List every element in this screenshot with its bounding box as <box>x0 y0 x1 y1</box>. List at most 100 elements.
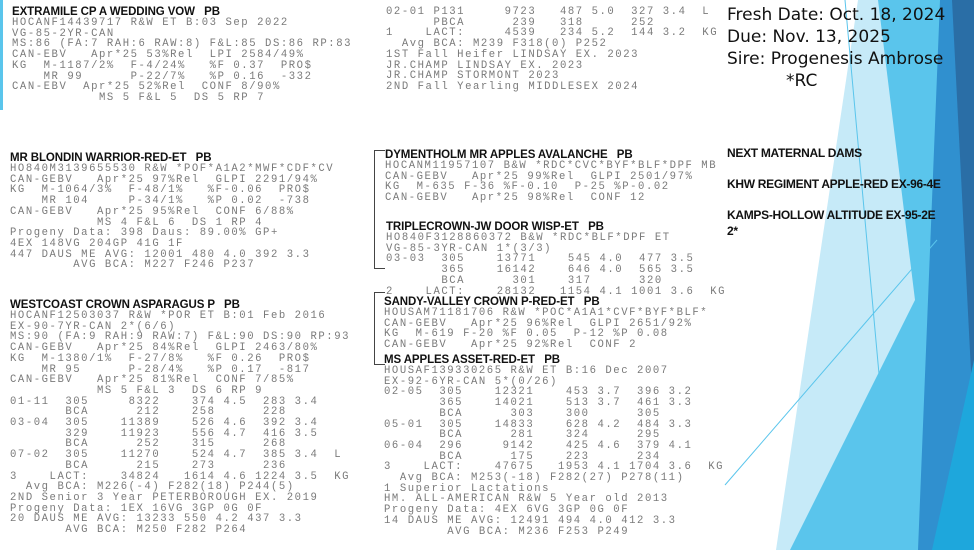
pedigree-line: VG-85-3YR-CAN 1*(3/3) <box>386 242 553 255</box>
pedigree-line: MS:90 (FA:9 RAH:9 RAW:7) F&L:90 DS:90 RP… <box>10 331 351 344</box>
pedigree-line: 1 LACT: 4539 234 5.2 144 3.2 KG <box>386 27 719 40</box>
ms-apples-block: MS APPLES ASSET-RED-ET PB HOUSAF139330265… <box>384 354 724 537</box>
pedigree-line: BCA 281 324 295 <box>384 429 661 442</box>
pedigree-line: 14 DAUS ME AVG: 12491 494 4.0 412 3.3 <box>384 514 677 527</box>
pedigree-line: 07-02 305 11270 524 4.7 385 3.4 L <box>10 449 343 462</box>
pedigree-line: HO840M3139655530 R&W *POF*A1A2*MWF*CDF*C… <box>10 163 335 175</box>
pedigree-line: 02-01 P131 9723 487 5.0 327 3.4 L <box>386 6 711 18</box>
pedigree-line: AVG BCA: M250 F282 P264 <box>10 524 248 537</box>
pedigree-line: EX-90-7YR-CAN 2*(6/6) <box>10 320 177 333</box>
pedigree-line: HOUSAF139330265 R&W ET B:16 Dec 2007 <box>384 365 669 377</box>
extramile-block: EXTRAMILE CP A WEDDING VOW PB HOCANF14439… <box>12 6 352 104</box>
next-maternal-dams-heading: NEXT MATERNAL DAMS <box>727 146 862 160</box>
pedigree-line: PBCA 239 318 252 <box>386 16 655 29</box>
fresh-date: Fresh Date: Oct. 18, 2024 <box>727 5 946 25</box>
animal-name: EXTRAMILE CP A WEDDING VOW PB <box>12 6 220 18</box>
animal-name: TRIPLECROWN-JW DOOR WISP-ET PB <box>386 221 604 233</box>
pedigree-bracket <box>374 292 385 365</box>
pedigree-line: Avg BCA: M226(-4) F282(18) P244(5) <box>10 481 295 494</box>
accent-line <box>844 0 896 550</box>
pedigree-line: CAN-GEBV Apr*25 92%Rel CONF 2 <box>384 339 638 352</box>
pedigree-line: VG-85-2YR-CAN <box>12 27 115 40</box>
pedigree-line: KG M-1187/2% F-4/24% %F 0.37 PRO$ <box>12 59 313 72</box>
pedigree-line: CAN-GEBV Apr*25 84%Rel GLPI 2463/80% <box>10 342 319 355</box>
pedigree-line: 329 11923 556 4.7 416 3.5 <box>10 427 319 440</box>
pedigree-line: 2ND Fall Yearling MIDDLESEX 2024 <box>386 80 640 93</box>
pedigree-line: 03-04 305 11389 526 4.6 392 3.4 <box>10 417 319 430</box>
maternal-dam-2-rating: 2* <box>727 224 738 238</box>
pedigree-line: 05-01 305 14833 628 4.2 484 3.3 <box>384 418 693 431</box>
westcoast-block: WESTCOAST CROWN ASPARAGUS P PB HOCANF1250… <box>10 299 350 536</box>
pedigree-line: KG M-635 F-36 %F-0.10 P-25 %P-0.02 <box>385 181 670 194</box>
pedigree-line: MR 104 P-34/1% %P 0.02 -738 <box>10 195 311 208</box>
pedigree-line: MS 5 F&L 5 DS 5 RP 7 <box>12 91 266 104</box>
pedigree-line: CAN-GEBV Apr*25 98%Rel CONF 12 <box>385 192 646 205</box>
pedigree-line: CAN-GEBV Apr*25 97%Rel GLPI 2291/94% <box>10 173 319 186</box>
pedigree-line: MS:86 (FA:7 RAH:6 RAW:8) F&L:85 DS:86 RP… <box>12 38 353 51</box>
pedigree-line: AVG BCA: M227 F246 P237 <box>10 259 256 272</box>
pedigree-line: CAN-GEBV Apr*25 95%Rel CONF 6/88% <box>10 205 295 218</box>
pedigree-line: KG M-619 F-20 %F 0.05 P-12 %P 0.08 <box>384 328 669 341</box>
pedigree-line: 3 LACT: 34824 1614 4.6 1224 3.5 KG <box>10 470 351 483</box>
pedigree-line: 4EX 148VG 204GP 41G 1F <box>10 237 184 250</box>
pedigree-line: HO840F3128860372 B&W *RDC*BLF*DPF ET <box>386 232 671 244</box>
pedigree-line: 03-03 305 13771 545 4.0 477 3.5 <box>386 253 695 266</box>
sire: Sire: Progenesis Ambrose <box>727 49 944 69</box>
pedigree-line: HOUSAM71181706 R&W *POC*A1A1*CVF*BYF*BLF… <box>384 307 709 319</box>
pedigree-line: CAN-EBV Apr*25 52%Rel CONF 8/90% <box>12 81 281 94</box>
pedigree-line: CAN-GEBV Apr*25 81%Rel CONF 7/85% <box>10 374 295 387</box>
pedigree-line: AVG BCA: M236 F253 P249 <box>384 525 630 538</box>
cyan-shape <box>932 360 974 550</box>
pedigree-line: MS 5 F&L 3 DS 6 RP 9 <box>10 384 264 397</box>
pedigree-line: Progeny Data: 4EX 6VG 3GP 0G 0F <box>384 504 630 517</box>
pedigree-line: JR.CHAMP STORMONT 2023 <box>386 70 560 83</box>
pedigree-line: HOCANM11957107 B&W *RDC*CVC*BYF*BLF*DPF … <box>385 160 718 172</box>
pedigree-line: 2ND Senior 3 Year PETERBOROUGH EX. 2019 <box>10 491 319 504</box>
pedigree-line: 2 LACT: 28132 1154 4.1 1001 3.6 KG <box>386 285 727 298</box>
pedigree-line: BCA 301 317 320 <box>386 274 663 287</box>
pedigree-line: MS 4 F&L 6 DS 1 RP 4 <box>10 216 264 229</box>
pedigree-line: HOCANF12503037 R&W *POR ET B:01 Feb 2016 <box>10 310 327 322</box>
animal-name: WESTCOAST CROWN ASPARAGUS P PB <box>10 299 240 311</box>
animal-name: SANDY-VALLEY CROWN P-RED-ET PB <box>384 296 600 308</box>
pedigree-line: Avg BCA: M253(-18) F282(27) P278(11) <box>384 472 685 485</box>
pedigree-line: KG M-1064/3% F-48/1% %F-0.06 PRO$ <box>10 184 311 197</box>
pedigree-line: HM. ALL-AMERICAN R&W 5 Year old 2013 <box>384 493 669 506</box>
pedigree-line: 06-04 296 9142 425 4.6 379 4.1 <box>384 439 693 452</box>
pedigree-line: BCA 252 315 268 <box>10 438 287 451</box>
dymentholm-block: DYMENTHOLM MR APPLES AVALANCHE PB HOCANM1… <box>385 149 717 204</box>
triplecrown-block: TRIPLECROWN-JW DOOR WISP-ET PB HO840F3128… <box>386 221 726 297</box>
pedigree-line: MR 99 P-22/7% %P 0.16 -332 <box>12 70 313 83</box>
accent-line <box>724 239 938 486</box>
pedigree-line: 365 14021 513 3.7 461 3.3 <box>384 397 693 410</box>
pedigree-line: Avg BCA: M239 F318(0) P252 <box>386 38 608 51</box>
pedigree-line: MR 95 P-28/4% %P 0.17 -817 <box>10 363 311 376</box>
pedigree-line: 447 DAUS ME AVG: 12001 480 4.0 392 3.3 <box>10 248 311 261</box>
sire-suffix: *RC <box>786 71 818 91</box>
animal-name: DYMENTHOLM MR APPLES AVALANCHE PB <box>385 149 633 161</box>
pedigree-line: Progeny Data: 1EX 16VG 3GP 0G 0F <box>10 502 264 515</box>
pedigree-line: Progeny Data: 398 Daus: 89.00% GP+ <box>10 227 279 240</box>
sandy-valley-block: SANDY-VALLEY CROWN P-RED-ET PB HOUSAM7118… <box>384 296 708 351</box>
pedigree-line: CAN-GEBV Apr*25 96%Rel GLPI 2651/92% <box>384 317 693 330</box>
pedigree-line: KG M-1380/1% F-27/8% %F 0.26 PRO$ <box>10 352 311 365</box>
left-edge-stripe <box>0 0 3 110</box>
pedigree-line: 20 DAUS ME AVG: 13233 550 4.2 437 3.3 <box>10 513 303 526</box>
extramile-records-block: 02-01 P131 9723 487 5.0 327 3.4 L PBCA 2… <box>386 7 718 93</box>
pedigree-line: BCA 175 223 234 <box>384 450 661 463</box>
navy-shape <box>952 0 974 430</box>
pedigree-line: CAN-GEBV Apr*25 99%Rel GLPI 2501/97% <box>385 170 694 183</box>
pedigree-line: CAN-EBV Apr*25 53%Rel LPI 2584/49% <box>12 49 305 62</box>
pedigree-line: EX-92-6YR-CAN 5*(0/26) <box>384 375 558 388</box>
pedigree-line: BCA 303 300 305 <box>384 407 661 420</box>
pedigree-line: 02-05 305 12321 453 3.7 396 3.2 <box>384 386 693 399</box>
maternal-dam-2: KAMPS-HOLLOW ALTITUDE EX-95-2E <box>727 208 936 222</box>
maternal-dam-1: KHW REGIMENT APPLE-RED EX-96-4E <box>727 177 941 191</box>
pedigree-line: 01-11 305 8322 374 4.5 283 3.4 <box>10 395 319 408</box>
animal-name: MR BLONDIN WARRIOR-RED-ET PB <box>10 152 212 164</box>
pedigree-line: 1ST Fall Heifer LINDSAY EX. 2023 <box>386 48 640 61</box>
pedigree-line: 1 Superior Lactations <box>384 482 551 495</box>
pedigree-line: 365 16142 646 4.0 565 3.5 <box>386 264 695 277</box>
pedigree-line: 3 LACT: 47675 1953 4.1 1704 3.6 KG <box>384 461 725 474</box>
